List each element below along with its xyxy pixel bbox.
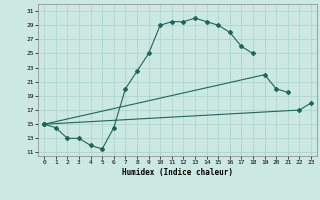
X-axis label: Humidex (Indice chaleur): Humidex (Indice chaleur) (122, 168, 233, 177)
